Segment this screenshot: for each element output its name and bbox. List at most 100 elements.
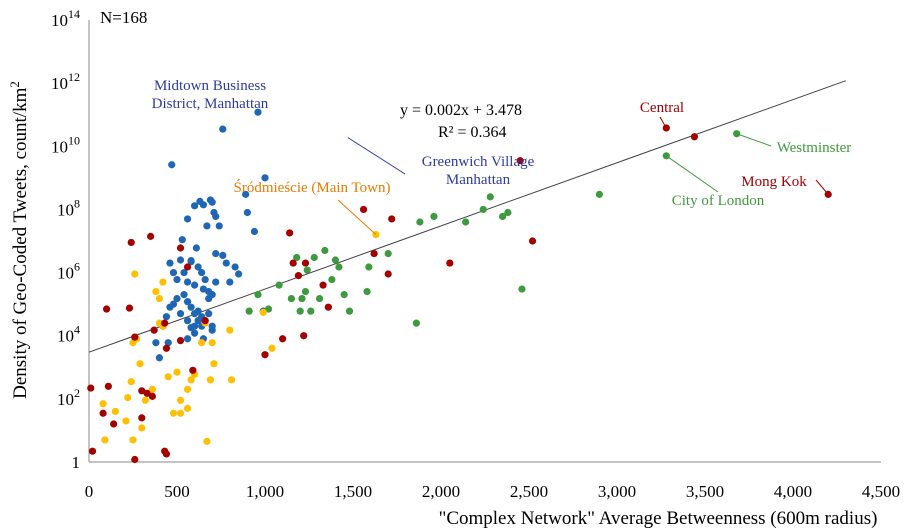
data-point-yellow: [164, 373, 172, 381]
data-point-yellow: [138, 424, 146, 432]
y-tick-base: 1: [72, 453, 81, 472]
x-tick-label: 4,000: [774, 482, 812, 501]
annotation-label: Greenwich Village Manhattan: [422, 154, 535, 188]
data-point-blue: [212, 212, 220, 221]
data-point-blue: [191, 281, 199, 289]
data-point-yellow: [226, 326, 234, 334]
data-point-red: [286, 229, 294, 237]
annotation-line: Mong Kok: [741, 174, 807, 190]
data-point-yellow: [169, 409, 178, 417]
y-axis-title: Density of Geo-Coded Tweets, count/km2: [7, 81, 31, 399]
x-tick-labels: 0 500 1,000 1,500 2,000 2,500 3,000 3,500 4,000 4…: [85, 482, 900, 501]
annotation-leader-line: [815, 179, 829, 195]
y-axis-title-text: Density of Geo-Coded Tweets, count/km: [10, 87, 31, 398]
data-point-yellow: [124, 393, 132, 402]
data-point-blue: [166, 303, 174, 311]
annotation-line: City of London: [672, 193, 765, 209]
data-point-yellow: [159, 278, 167, 286]
annotation-label: Mong Kok: [741, 174, 807, 190]
data-point-red: [99, 409, 107, 417]
x-tick-label: 3,000: [598, 482, 636, 501]
data-point-green: [328, 275, 336, 284]
data-point-green: [345, 307, 354, 315]
data-point-green: [331, 256, 339, 264]
data-point-green: [310, 253, 318, 262]
data-point-yellow: [268, 344, 276, 352]
data-point-green: [287, 294, 295, 303]
data-point-blue: [166, 259, 174, 267]
data-point-red: [516, 157, 524, 165]
data-point-green: [486, 193, 494, 201]
annotation-leader-line: [347, 137, 406, 175]
data-point-green: [296, 307, 304, 315]
y-tick-label: 102: [57, 386, 80, 409]
data-point-blue: [194, 263, 202, 271]
data-point-green: [303, 266, 311, 274]
y-tick-exponent: 14: [68, 7, 80, 21]
data-point-green: [264, 305, 273, 313]
data-point-red: [324, 303, 332, 311]
annotation-label: Śródmieście (Main Town): [234, 179, 391, 196]
y-tick-label: 1014: [51, 7, 80, 30]
annotation-line: Śródmieście (Main Town): [234, 179, 391, 196]
annotation-line: Westminster: [777, 140, 852, 156]
data-point-yellow: [176, 396, 185, 404]
data-point-red: [176, 337, 185, 345]
annotation-line: Manhattan: [446, 172, 511, 188]
y-tick-base: 10: [57, 200, 74, 219]
y-tick-label: 104: [57, 323, 80, 346]
data-point-red: [138, 414, 146, 422]
data-point-yellow: [99, 400, 107, 408]
data-point-yellow: [122, 417, 130, 425]
y-tick-base: 10: [57, 390, 74, 409]
data-point-blue: [192, 244, 200, 252]
data-point-blue: [176, 256, 185, 264]
y-tick-base: 10: [51, 137, 68, 156]
y-tick-exponent: 4: [74, 323, 80, 337]
data-point-blue: [152, 339, 160, 347]
annotation-line: District, Manhattan: [152, 96, 269, 112]
data-point-blue: [194, 307, 202, 315]
data-point-green: [430, 212, 438, 221]
data-point-red: [161, 319, 169, 327]
x-tick-label: 0: [85, 482, 94, 501]
data-point-yellow: [183, 385, 192, 393]
data-point-red: [88, 447, 97, 455]
y-axis-title-superscript: 2: [7, 81, 22, 88]
data-point-yellow: [203, 437, 211, 445]
data-point-yellow: [129, 339, 137, 347]
data-point-blue: [226, 278, 234, 286]
data-point-blue: [191, 202, 199, 210]
data-point-red: [300, 332, 308, 340]
data-point-blue: [180, 291, 188, 299]
y-tick-exponent: 10: [68, 133, 80, 147]
y-tick-base: 10: [51, 74, 68, 93]
data-point-green: [307, 307, 315, 315]
y-tick-label: 1010: [51, 133, 80, 156]
data-point-green: [499, 212, 507, 221]
data-point-blue: [173, 294, 181, 303]
data-point-blue: [250, 227, 259, 236]
annotation-label: Westminster: [777, 140, 852, 156]
data-point-blue: [215, 222, 223, 230]
data-point-yellow: [198, 339, 206, 347]
data-point-green: [315, 294, 324, 303]
data-point-green: [298, 294, 306, 303]
data-point-blue: [203, 222, 211, 230]
data-point-red: [370, 249, 378, 258]
data-point-red: [147, 232, 155, 240]
x-tick-label: 1,000: [246, 482, 284, 501]
data-point-green: [518, 285, 526, 293]
data-point-blue: [222, 259, 230, 267]
x-axis-title: "Complex Network" Average Betweenness (6…: [439, 508, 878, 529]
data-point-green: [340, 291, 348, 299]
data-point-blue: [191, 329, 199, 337]
x-tick-label: 1,500: [334, 482, 372, 501]
data-point-blue: [164, 339, 172, 347]
data-point-red: [690, 133, 699, 141]
data-point-blue: [183, 298, 192, 306]
data-point-green: [662, 152, 670, 160]
y-tick-label: 106: [57, 260, 80, 283]
